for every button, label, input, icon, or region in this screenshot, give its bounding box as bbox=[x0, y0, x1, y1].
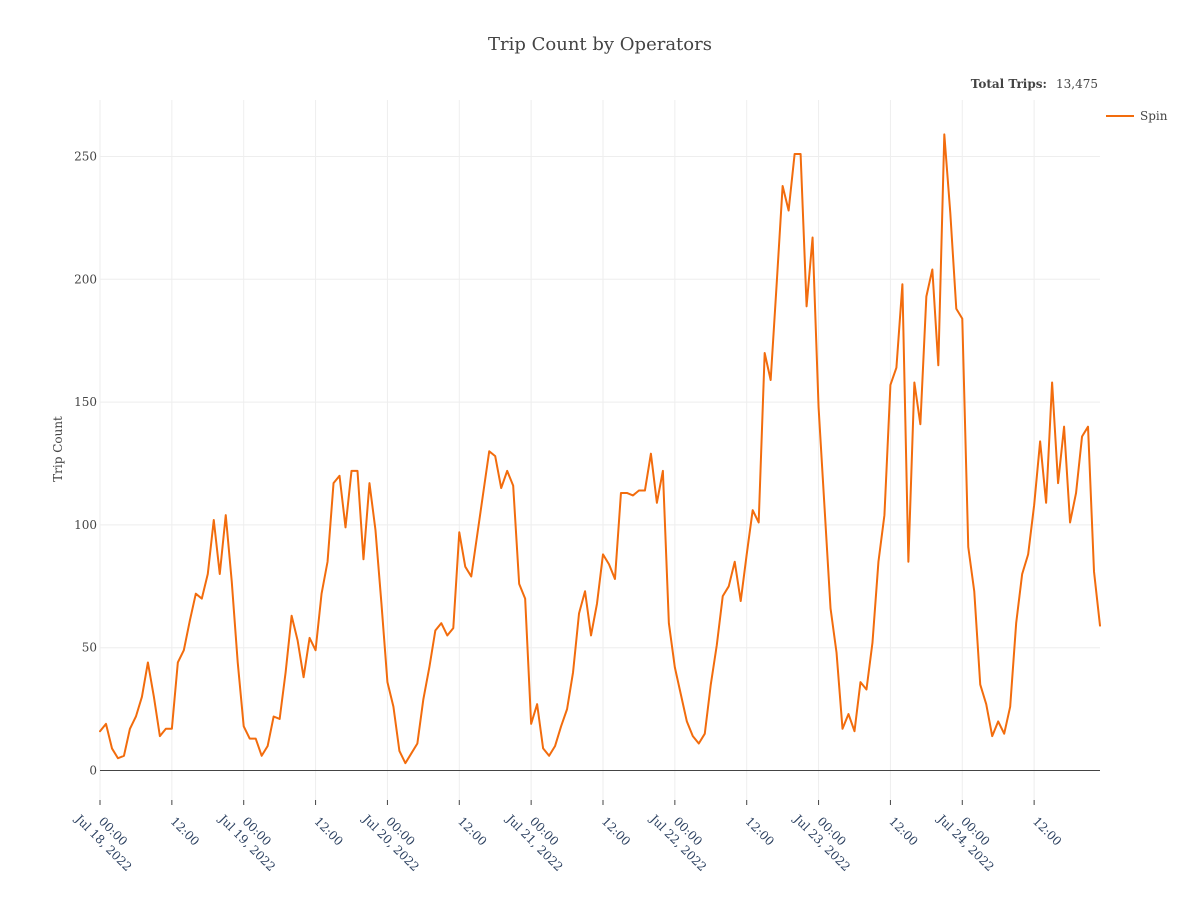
x-tick-label: 12:00 bbox=[886, 814, 920, 848]
x-tick-label: 12:00 bbox=[455, 814, 489, 848]
series-line-spin[interactable] bbox=[99, 133, 1101, 765]
x-tick-label: 12:00 bbox=[311, 814, 345, 848]
total-trips-label: Total Trips: bbox=[971, 77, 1047, 91]
x-tick-label: 00:00Jul 18, 2022 bbox=[71, 800, 145, 874]
total-trips-annotation: Total Trips: 13,475 bbox=[971, 73, 1098, 92]
y-axis-ticks: 0 50 100 150 200 250 bbox=[74, 149, 97, 777]
total-trips-value: 13,475 bbox=[1056, 77, 1098, 91]
series-layer bbox=[99, 133, 1101, 765]
y-tick-label: 100 bbox=[74, 518, 97, 532]
y-tick-label: 0 bbox=[89, 764, 97, 778]
y-tick-label: 150 bbox=[74, 395, 97, 409]
y-tick-label: 200 bbox=[74, 272, 97, 286]
x-tick-label: 00:00Jul 20, 2022 bbox=[359, 800, 433, 874]
legend-label-spin: Spin bbox=[1140, 109, 1168, 123]
x-tick-label: 00:00Jul 22, 2022 bbox=[646, 800, 720, 874]
grid-lines bbox=[99, 100, 1100, 800]
y-axis-label: Trip Count bbox=[51, 416, 65, 482]
x-tick-label: 12:00 bbox=[1030, 814, 1064, 848]
x-tick-label: 00:00Jul 21, 2022 bbox=[502, 800, 576, 874]
x-tick-label: 12:00 bbox=[168, 814, 202, 848]
x-axis-ticks: 00:00Jul 18, 2022 12:00 00:00Jul 19, 2022 1… bbox=[71, 800, 1064, 874]
x-tick-label: 00:00Jul 19, 2022 bbox=[215, 800, 289, 874]
x-tick-label: 00:00Jul 23, 2022 bbox=[790, 800, 864, 874]
chart-title: Trip Count by Operators bbox=[488, 34, 712, 55]
y-tick-label: 50 bbox=[82, 641, 97, 655]
x-tick-label: 00:00Jul 24, 2022 bbox=[933, 800, 1007, 874]
legend[interactable]: Spin bbox=[1106, 109, 1168, 123]
x-tick-label: 12:00 bbox=[599, 814, 633, 848]
y-tick-label: 250 bbox=[74, 149, 97, 163]
x-tick-label: 12:00 bbox=[743, 814, 777, 848]
